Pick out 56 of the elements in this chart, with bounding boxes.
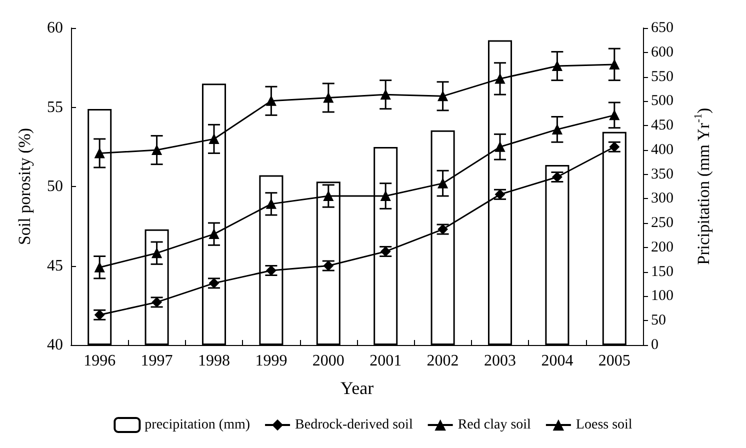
y2-tick-label: 250	[651, 215, 674, 232]
y2-tick-label: 200	[651, 239, 674, 256]
y-tick-label: 60	[47, 20, 63, 36]
point	[438, 91, 448, 102]
point	[552, 124, 562, 134]
point	[323, 191, 334, 202]
point	[323, 92, 334, 103]
point	[266, 198, 276, 209]
y2-tick-label: 450	[651, 118, 674, 134]
y2-tick-label: 400	[651, 142, 674, 158]
x-tick-label: 2002	[426, 352, 459, 370]
x-tick-label: 1996	[84, 352, 116, 370]
y2-axis-title: Pricipitation (mm Yr-1)	[692, 108, 713, 265]
y2-tick-label: 150	[651, 264, 674, 280]
x-tick-label: 2003	[484, 352, 516, 370]
y-axis-title: Soil porosity (%)	[15, 128, 34, 246]
x-tick-label: 2000	[312, 352, 344, 370]
x-tick-label: 1999	[255, 352, 288, 370]
point	[152, 145, 162, 156]
point	[495, 74, 505, 84]
point	[609, 59, 620, 70]
y2-tick-label: 50	[651, 312, 666, 329]
x-tick-label: 1998	[198, 352, 230, 370]
point	[380, 90, 391, 100]
y2-tick-label: 550	[651, 68, 674, 85]
y-tick-label: 40	[47, 336, 63, 354]
legend-label: precipitation (mm)	[144, 418, 250, 432]
point	[495, 142, 505, 152]
point	[266, 96, 276, 106]
y2-tick-label: 100	[651, 288, 674, 304]
point	[609, 110, 620, 120]
point	[94, 148, 105, 158]
y-tick-label: 45	[47, 257, 63, 274]
y2-tick-label: 650	[651, 20, 674, 36]
legend-label: Bedrock-derived soil	[295, 418, 413, 432]
y2-tick-label: 350	[651, 166, 674, 182]
y2-tick-label: 300	[651, 190, 674, 207]
x-tick-label: 2004	[541, 352, 574, 370]
x-tick-label: 1997	[140, 352, 173, 370]
point	[552, 61, 562, 72]
point	[209, 229, 219, 240]
point	[94, 262, 105, 272]
point	[209, 134, 219, 144]
y2-tick-label: 0	[651, 337, 658, 353]
y-tick-label: 55	[47, 98, 63, 116]
x-tick-label: 2005	[598, 352, 630, 370]
point	[438, 178, 448, 188]
legend-label: Loess soil	[576, 418, 632, 432]
x-axis-title: Year	[340, 378, 374, 398]
point	[152, 248, 162, 258]
y2-tick-label: 500	[651, 93, 674, 110]
y-tick-label: 50	[47, 178, 63, 195]
legend-label: Red clay soil	[458, 418, 532, 432]
point	[380, 191, 391, 202]
y2-tick-label: 600	[651, 44, 674, 60]
x-tick-label: 2001	[370, 352, 402, 370]
